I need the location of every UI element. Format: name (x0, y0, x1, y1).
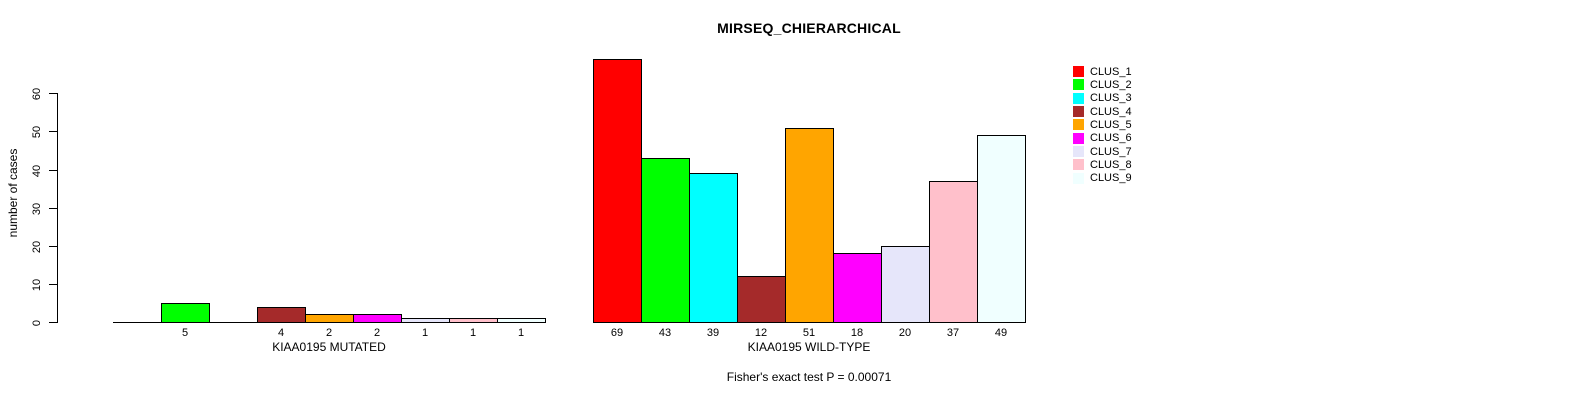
legend-swatch (1073, 172, 1084, 184)
legend-item-label: CLUS_3 (1090, 92, 1132, 105)
legend-item: CLUS_3 (1073, 92, 1132, 105)
bar (833, 253, 882, 323)
bar (785, 128, 834, 323)
legend-item: CLUS_5 (1073, 118, 1132, 131)
bar-value-label: 69 (610, 327, 624, 339)
legend-swatch (1073, 159, 1084, 171)
legend-item: CLUS_4 (1073, 105, 1132, 118)
bar-value-label: 39 (706, 327, 720, 339)
legend-swatch (1073, 79, 1084, 91)
chart-title: MIRSEQ_CHIERARCHICAL (717, 20, 901, 36)
bar-value-label: 49 (994, 327, 1008, 339)
y-tick-mark (49, 131, 57, 132)
bar-value-label: 20 (898, 327, 912, 339)
bar (977, 135, 1026, 323)
bar-value-label: 51 (802, 327, 816, 339)
legend-item-label: CLUS_9 (1090, 172, 1132, 185)
y-tick-mark (49, 246, 57, 247)
legend-swatch (1073, 106, 1084, 118)
legend-swatch (1073, 66, 1084, 77)
bar (929, 181, 978, 323)
legend-item: CLUS_2 (1073, 78, 1132, 91)
bar-value-label: 1 (517, 327, 525, 339)
y-axis-line (57, 93, 58, 323)
fisher-test-annotation: Fisher's exact test P = 0.00071 (726, 370, 892, 384)
bar-value-label: 37 (946, 327, 960, 339)
legend-item-label: CLUS_5 (1090, 118, 1132, 131)
y-tick-mark (49, 208, 57, 209)
legend-item-label: CLUS_2 (1090, 78, 1132, 91)
bar (689, 173, 738, 323)
legend-swatch (1073, 146, 1084, 158)
bar-value-label: 18 (850, 327, 864, 339)
bar-value-label: 4 (277, 327, 285, 339)
bar (641, 158, 690, 323)
legend-item: CLUS_8 (1073, 158, 1132, 171)
y-tick-mark (49, 170, 57, 171)
legend-item: CLUS_6 (1073, 132, 1132, 145)
bar-value-label: 1 (469, 327, 477, 339)
bar (737, 276, 786, 323)
bar-value-label: 12 (754, 327, 768, 339)
x-axis-title-wildtype: KIAA0195 WILD-TYPE (747, 340, 871, 354)
legend-item-label: CLUS_1 (1090, 65, 1132, 78)
bar-value-label: 2 (373, 327, 381, 339)
x-axis-title-mutated: KIAA0195 MUTATED (272, 340, 386, 354)
bar (161, 303, 210, 323)
bar-value-label: 5 (181, 327, 189, 339)
bar (497, 318, 546, 323)
legend-item-label: CLUS_7 (1090, 145, 1132, 158)
bar-value-label: 1 (421, 327, 429, 339)
legend-item: CLUS_9 (1073, 172, 1132, 185)
bar-value-label: 2 (325, 327, 333, 339)
legend-item-label: CLUS_6 (1090, 132, 1132, 145)
y-tick-mark (49, 284, 57, 285)
legend-swatch (1073, 132, 1084, 144)
bar-value-label: 43 (658, 327, 672, 339)
legend-swatch (1073, 92, 1084, 104)
legend-item-label: CLUS_4 (1090, 105, 1132, 118)
legend-item: CLUS_1 (1073, 65, 1132, 78)
legend-item-label: CLUS_8 (1090, 158, 1132, 171)
legend-item: CLUS_7 (1073, 145, 1132, 158)
y-tick-mark (49, 322, 57, 323)
y-tick-mark (49, 93, 57, 94)
legend-swatch (1073, 119, 1084, 131)
